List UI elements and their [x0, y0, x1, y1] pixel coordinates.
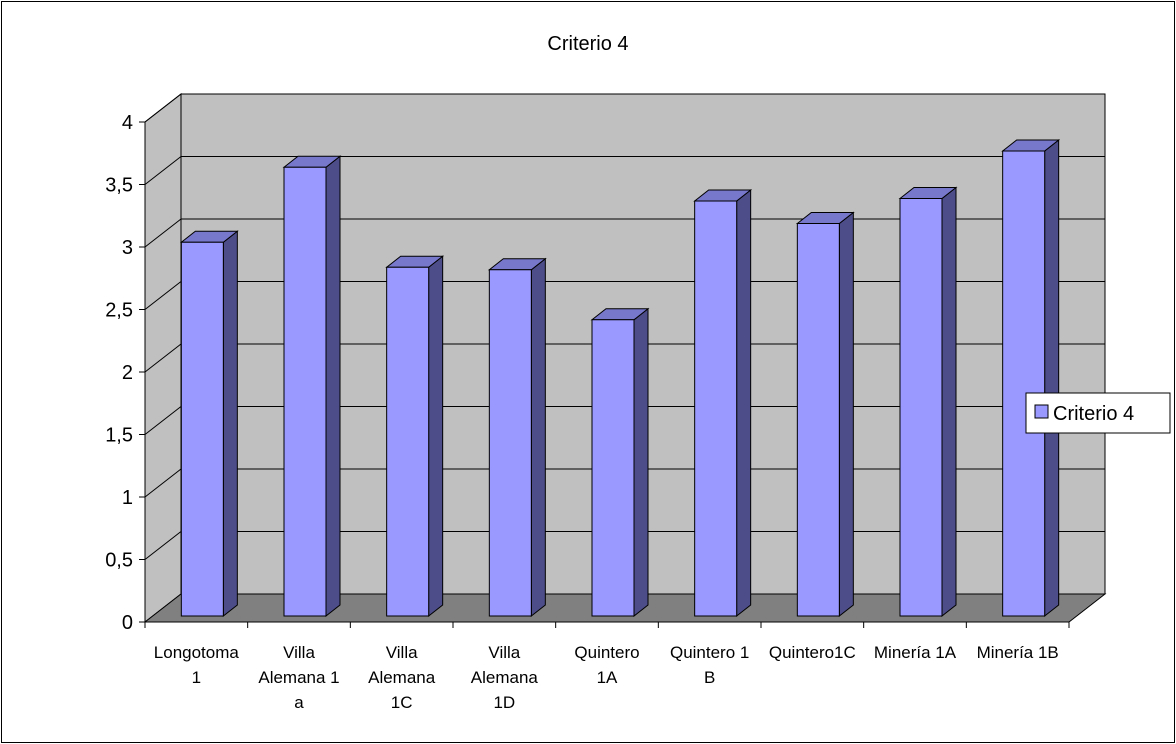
- x-tick-label-line: Minería 1B: [977, 643, 1059, 662]
- x-tick-label-line: Alemana: [368, 668, 436, 687]
- legend: Criterio 4: [1025, 392, 1171, 434]
- y-tick-label: 3: [122, 237, 133, 259]
- gridline-side: [144, 468, 182, 498]
- x-tick-label: Quintero 1 B: [670, 643, 749, 687]
- x-tick-label-line: Alemana: [471, 668, 539, 687]
- plot-area: 0 0,5 1 1,5 2 2,5 3 3,5 4 Longotoma 1 Villa Alemana …: [105, 92, 1107, 712]
- bar-front: [180, 241, 224, 617]
- bar-front: [283, 166, 327, 617]
- x-tick-label: Quintero1C: [769, 643, 856, 662]
- y-tick-label: 3,5: [105, 175, 133, 197]
- bar-front: [386, 266, 430, 617]
- bar-side: [325, 155, 341, 618]
- bar-side: [838, 211, 854, 618]
- y-tick-label: 0,5: [105, 550, 133, 572]
- chart-title: Criterio 4: [547, 33, 628, 55]
- x-tick-label: Villa Alemana 1 a: [258, 643, 339, 712]
- x-tick-label-line: Alemana 1: [258, 668, 339, 687]
- bar-front: [591, 319, 635, 617]
- gridline-side: [144, 218, 182, 248]
- bar: [590, 307, 650, 618]
- gridline-side: [144, 531, 182, 560]
- x-tick-label: Minería 1B: [977, 643, 1059, 662]
- gridline-side: [144, 281, 182, 310]
- legend-label: Criterio 4: [1053, 403, 1134, 425]
- x-tick-label-line: Minería 1A: [874, 643, 957, 662]
- bar: [693, 188, 753, 618]
- bar-side: [1044, 138, 1060, 618]
- gridline-side: [144, 156, 182, 185]
- x-tick-label-line: Villa: [386, 643, 418, 662]
- x-tick-label-line: Villa: [488, 643, 520, 662]
- x-tick-label-line: 1C: [391, 693, 413, 712]
- x-tick-label: Villa Alemana 1C: [368, 643, 436, 712]
- x-tick-label: Quintero 1A: [574, 643, 639, 687]
- x-tick-label-line: Quintero: [574, 643, 639, 662]
- x-tick-label-line: Quintero 1: [670, 643, 749, 662]
- x-tick-label-line: Longotoma: [154, 643, 240, 662]
- bar-front: [899, 198, 943, 617]
- x-tick-label: Villa Alemana 1D: [471, 643, 539, 712]
- x-tick-label-line: a: [294, 693, 304, 712]
- x-tick-label-line: Quintero1C: [769, 643, 856, 662]
- x-tick-label-line: 1: [192, 668, 201, 687]
- bar-front: [1002, 150, 1046, 617]
- bar-side: [428, 255, 444, 618]
- x-tick-label-line: Villa: [283, 643, 315, 662]
- bar-side: [736, 188, 752, 618]
- gridline-side: [144, 93, 182, 123]
- x-tick-label: Minería 1A: [874, 643, 957, 662]
- x-tick-label-line: 1D: [493, 693, 515, 712]
- bar: [1001, 138, 1061, 618]
- y-tick-label: 4: [122, 112, 133, 134]
- bar-side: [222, 230, 238, 618]
- bar-side: [530, 257, 546, 618]
- bar-side: [941, 186, 957, 618]
- legend-swatch: [1034, 404, 1049, 419]
- x-tick-label-line: B: [704, 668, 715, 687]
- y-tick-label: 1,5: [105, 425, 133, 447]
- bar: [795, 211, 855, 618]
- bar: [179, 230, 239, 618]
- y-tick-label: 1: [122, 487, 133, 509]
- bar: [898, 186, 958, 618]
- y-tick-label: 2: [122, 362, 133, 384]
- bar-front: [694, 200, 738, 617]
- bar: [487, 257, 547, 618]
- gridline-side: [144, 343, 182, 373]
- x-tick-label: Longotoma 1: [154, 643, 240, 687]
- bar-front: [796, 223, 840, 617]
- bar-front: [488, 269, 532, 617]
- bar-side: [633, 307, 649, 618]
- gridline-side: [144, 406, 182, 435]
- bar: [385, 255, 445, 618]
- bar: [282, 155, 342, 618]
- y-tick-label: 0: [122, 612, 133, 634]
- x-tick-label-line: 1A: [597, 668, 618, 687]
- legend-box: [1025, 392, 1171, 434]
- y-tick-label: 2,5: [105, 300, 133, 322]
